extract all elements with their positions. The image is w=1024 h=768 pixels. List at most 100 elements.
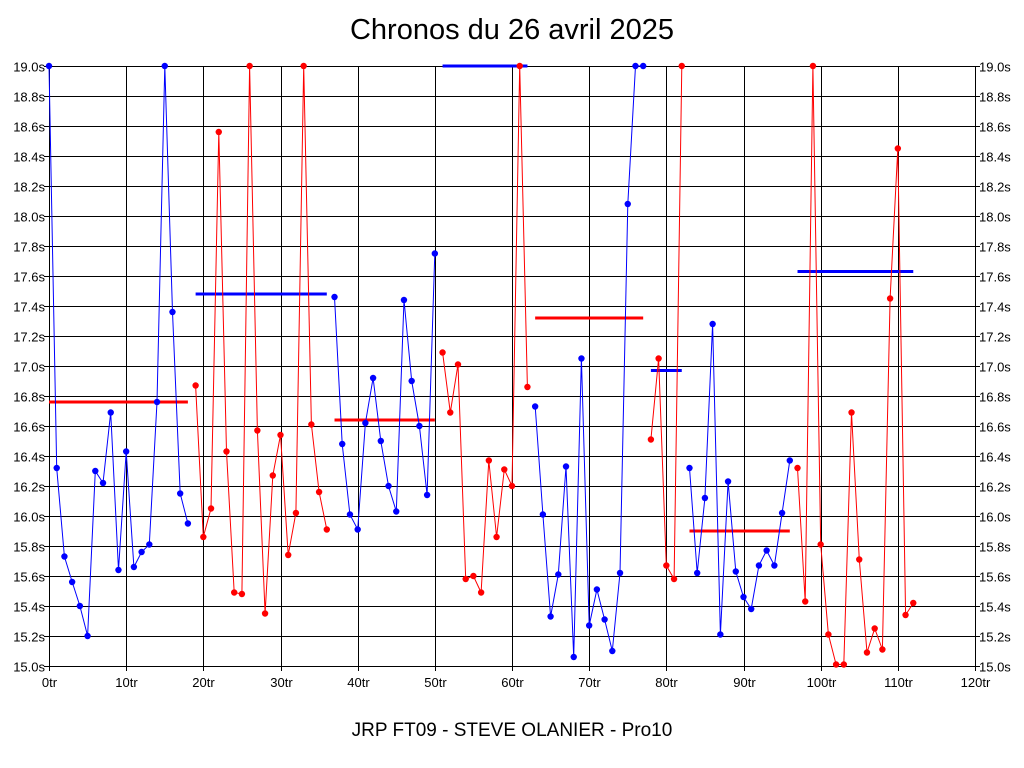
y-tick-label-right: 16.8s <box>979 390 1011 405</box>
lap-point <box>740 593 747 601</box>
lap-point <box>285 551 292 559</box>
lap-point <box>601 616 608 623</box>
lap-point <box>400 296 408 304</box>
series-line <box>442 65 528 593</box>
lap-point <box>562 463 570 470</box>
x-tick-label: 50tr <box>424 675 447 690</box>
x-tick-label: 10tr <box>115 675 138 690</box>
y-tick-label-right: 15.4s <box>979 600 1011 615</box>
lap-point <box>585 622 593 629</box>
lap-point <box>76 602 84 610</box>
x-tick-label: 30tr <box>270 675 293 690</box>
lap-point <box>485 457 493 464</box>
lap-point <box>439 349 446 356</box>
lap-point <box>146 541 153 548</box>
y-tick-label-left: 18.0s <box>13 210 45 225</box>
lap-point <box>678 62 685 70</box>
lap-point <box>176 490 184 497</box>
lap-point <box>99 479 107 487</box>
y-tick-label-left: 17.8s <box>13 240 45 255</box>
series-line <box>689 323 791 635</box>
y-tick-label-right: 15.0s <box>979 660 1011 675</box>
lap-point <box>447 409 454 416</box>
lap-point <box>308 421 315 428</box>
lap-point <box>292 509 300 517</box>
y-tick-label-right: 19.0s <box>979 60 1011 75</box>
lap-point <box>655 355 662 362</box>
lap-point <box>493 533 500 541</box>
series-line <box>334 253 436 532</box>
lap-point <box>670 575 678 583</box>
lap-point <box>223 448 230 455</box>
y-tick-label-left: 16.6s <box>13 420 45 435</box>
chart-title: Chronos du 26 avril 2025 <box>349 14 675 46</box>
lap-point <box>832 661 840 668</box>
y-tick-label-left: 16.2s <box>13 480 45 495</box>
lap-point <box>778 509 786 517</box>
y-tick-label-right: 15.2s <box>979 630 1011 645</box>
x-tick-label: 110tr <box>884 675 913 690</box>
lap-point <box>416 422 423 430</box>
y-tick-label-right: 16.4s <box>979 450 1011 465</box>
lap-point <box>647 436 655 443</box>
lap-point <box>207 505 215 512</box>
lap-point <box>431 250 439 257</box>
y-tick-label-right: 16.0s <box>979 510 1011 525</box>
lap-point <box>53 464 60 472</box>
lap-point <box>539 511 547 518</box>
grid-layer <box>49 66 976 667</box>
lap-point <box>578 355 585 362</box>
lap-point <box>477 589 485 596</box>
lap-point <box>315 488 323 496</box>
x-tick-label: 120tr <box>961 675 991 690</box>
lap-point <box>809 62 817 70</box>
lap-point <box>639 62 647 70</box>
y-tick-label-left: 17.2s <box>13 330 45 345</box>
lap-point <box>470 572 477 580</box>
lap-point <box>632 62 639 70</box>
lap-point <box>277 431 284 439</box>
y-tick-label-left: 19.0s <box>13 60 45 75</box>
lap-point <box>130 563 138 571</box>
lap-point <box>192 382 199 389</box>
lap-point <box>701 494 709 502</box>
lap-point <box>61 553 68 560</box>
lap-point <box>393 508 400 515</box>
lap-point <box>593 586 601 593</box>
lap-point <box>354 526 361 533</box>
lap-point <box>323 526 330 533</box>
lap-point <box>531 403 539 410</box>
y-tick-label-right: 16.2s <box>979 480 1011 495</box>
x-tick-label: 40tr <box>347 675 370 690</box>
series-line <box>48 65 189 637</box>
lap-point <box>362 419 369 427</box>
y-tick-label-left: 16.8s <box>13 390 45 405</box>
lap-point <box>871 625 878 632</box>
lap-point <box>879 646 886 653</box>
lap-point <box>184 520 192 527</box>
x-tick-label: 70tr <box>578 675 601 690</box>
y-tick-label-left: 15.8s <box>13 540 45 555</box>
lap-point <box>462 575 469 583</box>
lap-point <box>894 145 902 152</box>
lap-point <box>817 541 824 548</box>
lap-point <box>555 571 562 578</box>
lap-point <box>910 599 917 607</box>
lap-point <box>107 409 114 416</box>
lap-point <box>516 62 523 70</box>
lap-point <box>694 569 701 577</box>
lap-point <box>346 511 354 518</box>
lap-point <box>254 427 261 434</box>
x-tick-label: 100tr <box>807 675 837 690</box>
lap-point <box>794 464 801 472</box>
x-tick-label: 60tr <box>501 675 524 690</box>
y-tick-label-left: 17.0s <box>13 360 45 375</box>
lap-point <box>369 374 377 382</box>
lap-point <box>686 464 693 472</box>
lap-point <box>771 562 778 569</box>
lap-point <box>122 448 130 455</box>
lap-point <box>570 653 577 661</box>
lap-point <box>84 632 91 640</box>
lap-point <box>169 308 176 316</box>
y-tick-label-right: 17.4s <box>979 300 1011 315</box>
